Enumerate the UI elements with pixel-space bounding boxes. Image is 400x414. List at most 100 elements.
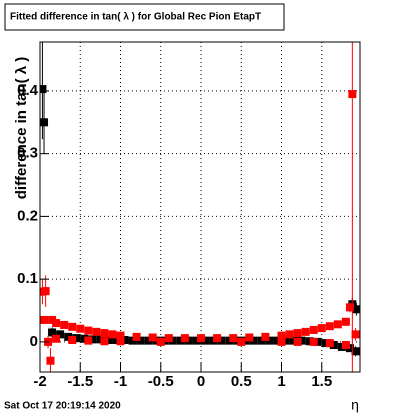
- marker: [241, 336, 250, 345]
- marker: [261, 332, 270, 341]
- marker: [68, 322, 77, 331]
- marker: [160, 336, 169, 345]
- marker: [46, 356, 55, 365]
- marker: [180, 334, 189, 343]
- marker: [40, 118, 49, 127]
- marker: [88, 335, 97, 344]
- marker: [96, 335, 105, 344]
- marker: [108, 330, 117, 339]
- marker: [40, 315, 49, 324]
- x-tick-label: 0: [197, 373, 205, 390]
- y-axis-label: difference in tan( λ ): [13, 57, 30, 200]
- marker: [116, 337, 125, 346]
- x-tick-label: 1: [277, 373, 285, 390]
- marker: [52, 319, 61, 328]
- marker: [352, 305, 360, 314]
- marker: [229, 334, 238, 343]
- marker: [301, 327, 310, 336]
- marker: [41, 287, 50, 296]
- x-tick-label: -1: [114, 373, 127, 390]
- marker: [257, 336, 266, 345]
- marker: [72, 334, 81, 343]
- marker: [192, 336, 201, 345]
- x-tick-label: -2: [33, 373, 46, 390]
- marker: [249, 336, 258, 345]
- marker: [325, 339, 334, 348]
- marker: [64, 332, 73, 341]
- marker: [265, 336, 274, 345]
- marker: [100, 329, 109, 338]
- marker: [56, 330, 65, 339]
- plot-area: [40, 42, 360, 372]
- marker: [156, 337, 165, 346]
- marker: [309, 325, 318, 334]
- marker: [92, 327, 101, 336]
- marker: [112, 336, 121, 345]
- marker: [128, 336, 137, 345]
- marker: [40, 85, 47, 94]
- marker: [209, 336, 218, 345]
- title-box: [4, 3, 285, 31]
- marker: [148, 333, 157, 342]
- marker: [245, 333, 254, 342]
- marker: [60, 320, 69, 329]
- x-axis-label: η: [351, 397, 359, 413]
- ticks: -2 -1.5 -1 -0.5 0 0.5 1 1.5 0 0.1 0.2 0.3 0.4: [17, 82, 332, 390]
- marker: [351, 330, 360, 339]
- marker: [80, 334, 89, 343]
- marker: [348, 90, 357, 99]
- chart-title: Fitted difference in tan( λ ) for Global…: [10, 12, 261, 23]
- marker: [136, 336, 145, 345]
- y-tick-label: 0.4: [17, 82, 39, 99]
- x-tick-label: -1.5: [67, 373, 93, 390]
- x-tick-label: 0.5: [231, 373, 252, 390]
- marker: [281, 336, 290, 345]
- marker: [305, 337, 314, 346]
- y-tick-label: 0.2: [17, 207, 38, 224]
- marker: [168, 336, 177, 345]
- marker: [201, 336, 210, 345]
- marker: [345, 303, 354, 312]
- marker: [84, 336, 93, 345]
- marker: [84, 326, 93, 335]
- marker: [313, 337, 322, 346]
- marker: [345, 344, 354, 353]
- y-tick-label: 0: [30, 333, 38, 350]
- marker: [120, 336, 129, 345]
- marker: [184, 336, 193, 345]
- marker: [317, 324, 326, 333]
- marker: [233, 336, 242, 345]
- marker: [293, 337, 302, 346]
- marker: [341, 341, 350, 350]
- marker: [164, 334, 173, 343]
- marker: [309, 337, 318, 346]
- marker: [351, 347, 360, 356]
- marker: [52, 334, 61, 343]
- marker: [337, 342, 346, 351]
- marker: [277, 337, 286, 346]
- marker: [213, 334, 222, 343]
- marker: [273, 336, 282, 345]
- marker: [68, 336, 77, 345]
- marker: [132, 332, 141, 341]
- footer-date: Sat Oct 17 20:19:14 2020: [4, 401, 121, 412]
- marker: [333, 320, 342, 329]
- y-tick-label: 0.3: [17, 145, 38, 162]
- marker: [176, 336, 185, 345]
- marker: [225, 336, 234, 345]
- x-tick-label: -0.5: [148, 373, 174, 390]
- marker: [152, 336, 161, 345]
- marker: [341, 317, 350, 326]
- marker: [217, 336, 226, 345]
- marker: [144, 336, 153, 345]
- marker: [237, 337, 246, 346]
- marker: [100, 337, 109, 346]
- marker: [297, 336, 306, 345]
- marker: [285, 330, 294, 339]
- marker: [197, 334, 206, 343]
- marker: [277, 331, 286, 340]
- marker: [116, 331, 125, 340]
